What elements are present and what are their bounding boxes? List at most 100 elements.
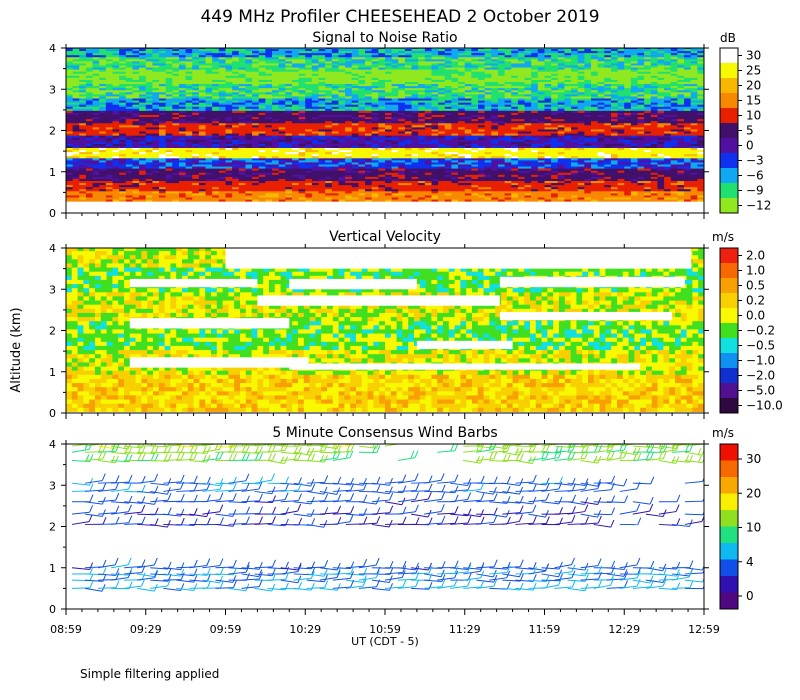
snr-cell xyxy=(99,182,107,186)
snr-cell xyxy=(451,173,459,177)
snr-cell xyxy=(172,50,180,54)
snr-cell xyxy=(278,173,286,177)
snr-cell xyxy=(119,128,127,132)
snr-cell xyxy=(72,126,80,130)
snr-cell xyxy=(218,52,227,56)
snr-cell xyxy=(424,118,433,122)
snr-cell xyxy=(484,196,492,200)
snr-cell xyxy=(291,48,300,52)
snr-cell xyxy=(132,60,140,64)
snr-cell xyxy=(185,50,193,54)
snr-cell xyxy=(139,167,147,171)
snr-cell xyxy=(145,155,153,159)
snr-cell xyxy=(471,126,479,130)
snr-cell xyxy=(72,101,80,105)
snr-cell xyxy=(159,42,166,45)
snr-cell xyxy=(218,140,227,144)
snr-cell xyxy=(198,60,207,64)
snr-cell xyxy=(404,194,413,198)
snr-cell xyxy=(185,188,193,192)
snr-cell xyxy=(458,159,466,163)
snr-cell xyxy=(278,107,286,111)
snr-cell xyxy=(85,103,94,107)
snr-cell xyxy=(385,70,393,74)
snr-cell xyxy=(365,50,373,54)
snr-cell xyxy=(99,124,107,128)
snr-cell xyxy=(378,68,386,72)
snr-cell xyxy=(145,177,153,181)
snr-cell xyxy=(125,196,134,200)
snr-cell xyxy=(192,103,200,107)
snr-cell xyxy=(85,58,94,62)
snr-cell xyxy=(458,142,466,146)
snr-cell xyxy=(165,64,173,68)
snr-cell xyxy=(139,116,147,120)
snr-cell xyxy=(385,105,393,109)
snr-cell xyxy=(272,153,280,157)
snr-cell xyxy=(358,70,366,74)
snr-cell xyxy=(112,83,120,87)
snr-cell xyxy=(418,140,426,144)
snr-cell xyxy=(119,192,127,196)
snr-cell xyxy=(444,97,453,101)
snr-cell xyxy=(325,169,333,173)
snr-cell xyxy=(178,48,187,52)
snr-cell xyxy=(351,107,360,111)
snr-cell xyxy=(291,78,300,82)
snr-cell xyxy=(265,126,273,130)
snr-cell xyxy=(192,107,200,111)
snr-cell xyxy=(185,165,193,169)
snr-cell xyxy=(225,89,233,93)
snr-cell xyxy=(172,62,180,66)
snr-cell xyxy=(152,151,160,155)
snr-cell xyxy=(365,124,373,128)
snr-cell xyxy=(192,48,200,49)
snr-cell xyxy=(311,165,320,169)
snr-cell xyxy=(471,180,479,184)
snr-cell xyxy=(72,130,80,134)
snr-cell xyxy=(424,198,433,202)
snr-cell xyxy=(451,153,459,157)
snr-cell xyxy=(358,161,366,165)
snr-cell xyxy=(219,38,226,41)
snr-cell xyxy=(371,107,379,111)
snr-cell xyxy=(218,122,227,126)
snr-cell xyxy=(232,182,240,186)
snr-cell xyxy=(225,70,233,74)
snr-cell xyxy=(198,124,207,128)
snr-cell xyxy=(458,60,466,64)
snr-cell xyxy=(458,93,466,97)
snr-cell xyxy=(205,155,213,159)
snr-cell xyxy=(192,140,200,144)
snr-cell xyxy=(325,62,333,66)
snr-cell xyxy=(378,194,386,198)
snr-cell xyxy=(159,118,167,122)
snr-cell xyxy=(72,68,80,72)
snr-cell xyxy=(404,60,413,64)
snr-cell xyxy=(72,48,80,52)
snr-cell xyxy=(92,161,100,165)
snr-cell xyxy=(112,159,120,163)
snr-cell xyxy=(331,52,340,56)
snr-cell xyxy=(298,132,306,136)
snr-cell xyxy=(232,116,240,120)
snr-cell xyxy=(245,64,253,68)
snr-cell xyxy=(205,132,213,136)
snr-cell xyxy=(225,175,233,179)
snr-cell xyxy=(258,194,266,198)
snr-cell xyxy=(444,56,453,60)
snr-cell xyxy=(418,87,426,91)
snr-cell xyxy=(398,180,406,184)
snr-cell xyxy=(285,103,293,107)
snr-cell xyxy=(385,144,393,148)
snr-cell xyxy=(331,58,340,62)
snr-cell xyxy=(338,130,346,134)
snr-cell xyxy=(145,93,153,97)
snr-cell xyxy=(105,157,114,161)
snr-cell xyxy=(272,68,280,72)
snr-cell xyxy=(418,60,426,64)
snr-cell xyxy=(424,97,433,101)
snr-cell xyxy=(139,136,147,140)
snr-cell xyxy=(351,101,360,105)
snr-cell xyxy=(165,188,173,192)
